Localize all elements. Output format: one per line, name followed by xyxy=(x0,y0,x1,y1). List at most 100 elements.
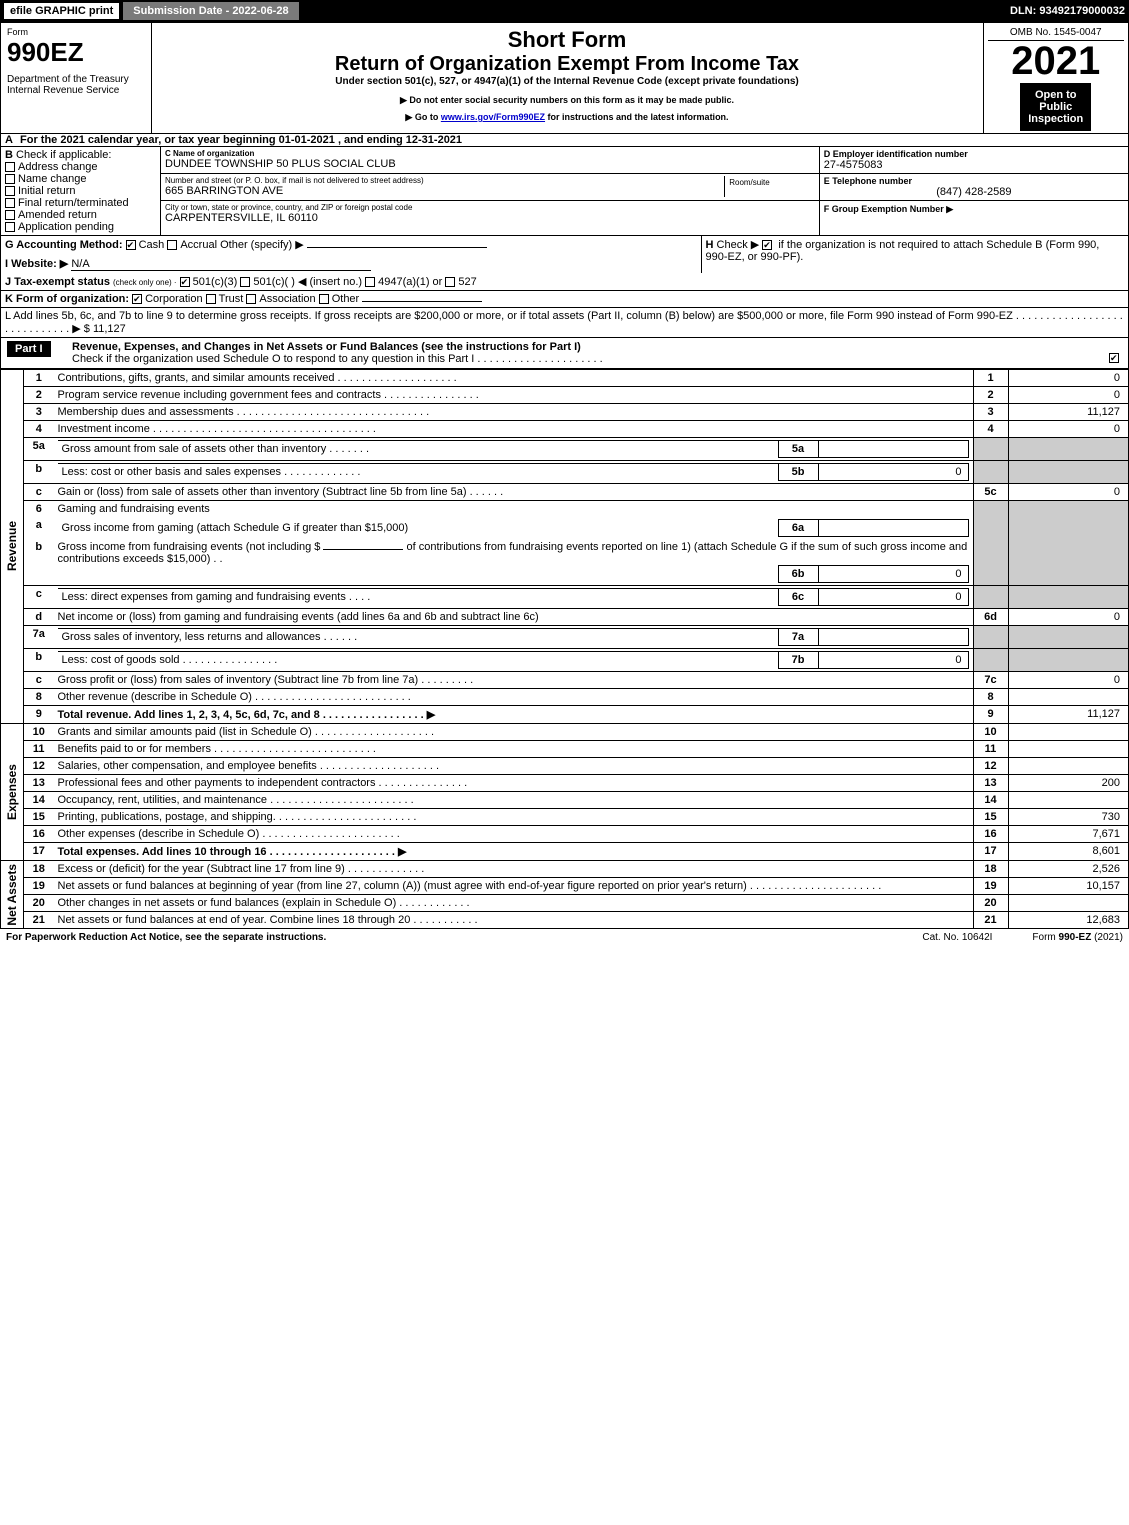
footer-r2: 990-EZ xyxy=(1059,932,1092,943)
ln5c-no: c xyxy=(24,484,54,501)
ln13-no: 13 xyxy=(24,775,54,792)
ln13-amt: 200 xyxy=(1008,775,1128,792)
ln19-box: 19 xyxy=(973,878,1008,895)
ln7a-desc: Gross sales of inventory, less returns a… xyxy=(58,629,779,646)
chk-corp[interactable] xyxy=(132,294,142,304)
ln14-desc: Occupancy, rent, utilities, and maintena… xyxy=(54,792,974,809)
ln11-box: 11 xyxy=(973,741,1008,758)
ln20-amt xyxy=(1008,895,1128,912)
chk-527[interactable] xyxy=(445,277,455,287)
ln6a-no: a xyxy=(24,517,54,539)
under-section: Under section 501(c), 527, or 4947(a)(1)… xyxy=(160,76,975,87)
section-b-to-f: B Check if applicable: Address change Na… xyxy=(1,146,1128,235)
opt-final: Final return/terminated xyxy=(18,197,129,209)
goto-note: ▶ Go to www.irs.gov/Form990EZ for instru… xyxy=(160,112,975,123)
ln6d-desc: Net income or (loss) from gaming and fun… xyxy=(54,609,974,626)
ln11-desc: Benefits paid to or for members . . . . … xyxy=(54,741,974,758)
footer-r1: Form xyxy=(1032,932,1058,943)
ln21-desc: Net assets or fund balances at end of ye… xyxy=(54,912,974,929)
chk-assoc[interactable] xyxy=(246,294,256,304)
dept-treasury: Department of the Treasury xyxy=(7,74,145,85)
ln6d-amt: 0 xyxy=(1008,609,1128,626)
chk-part1[interactable] xyxy=(1109,353,1119,363)
chk-trust[interactable] xyxy=(206,294,216,304)
chk-4947[interactable] xyxy=(365,277,375,287)
ln6a-box-grey xyxy=(973,517,1008,539)
c-name-lbl: C Name of organization xyxy=(165,149,815,158)
short-form-title: Short Form xyxy=(160,27,975,53)
ln4-amt: 0 xyxy=(1008,421,1128,438)
ln20-box: 20 xyxy=(973,895,1008,912)
b-label: Check if applicable: xyxy=(16,149,111,161)
ln15-no: 15 xyxy=(24,809,54,826)
j-o4: 527 xyxy=(458,276,476,288)
city-lbl: City or town, state or province, country… xyxy=(165,203,815,212)
ln18-no: 18 xyxy=(24,861,54,878)
ln8-box: 8 xyxy=(973,689,1008,706)
ln9-amt: 11,127 xyxy=(1008,706,1128,724)
form-container: Form 990EZ Department of the Treasury In… xyxy=(0,22,1129,929)
k-other-field[interactable] xyxy=(362,301,482,302)
chk-final[interactable] xyxy=(5,198,15,208)
chk-pending[interactable] xyxy=(5,222,15,232)
tax-year: 2021 xyxy=(988,41,1125,81)
ln15-desc: Printing, publications, postage, and shi… xyxy=(54,809,974,826)
form-header: Form 990EZ Department of the Treasury In… xyxy=(1,23,1128,133)
chk-name[interactable] xyxy=(5,174,15,184)
chk-other[interactable] xyxy=(319,294,329,304)
ln6b-no: b xyxy=(24,539,54,586)
dept-irs: Internal Revenue Service xyxy=(7,85,145,96)
ln6b-box-grey xyxy=(973,539,1008,586)
ln7a-box-grey xyxy=(973,626,1008,649)
ln7b-amt-grey xyxy=(1008,649,1128,672)
chk-501c[interactable] xyxy=(240,277,250,287)
ln6b-sb: 6b xyxy=(778,566,818,583)
ln2-box: 2 xyxy=(973,387,1008,404)
chk-address[interactable] xyxy=(5,162,15,172)
ln14-amt xyxy=(1008,792,1128,809)
ln7c-desc: Gross profit or (loss) from sales of inv… xyxy=(54,672,974,689)
room-lbl: Room/suite xyxy=(725,176,815,197)
ln1-no: 1 xyxy=(24,370,54,387)
ln3-desc: Membership dues and assessments . . . . … xyxy=(54,404,974,421)
open-l2: Public xyxy=(1028,101,1083,113)
ln4-no: 4 xyxy=(24,421,54,438)
ln11-amt xyxy=(1008,741,1128,758)
irs-link[interactable]: www.irs.gov/Form990EZ xyxy=(441,112,545,122)
part1-lbl: Part I xyxy=(7,341,51,357)
ln10-desc: Grants and similar amounts paid (list in… xyxy=(54,724,974,741)
ln5b-amt-grey xyxy=(1008,461,1128,484)
ln7a-wrap: Gross sales of inventory, less returns a… xyxy=(54,626,974,649)
ln9-no: 9 xyxy=(24,706,54,724)
netassets-label: Net Assets xyxy=(5,864,19,926)
ln2-desc: Program service revenue including govern… xyxy=(54,387,974,404)
ln6c-wrap: Less: direct expenses from gaming and fu… xyxy=(54,586,974,609)
chk-initial[interactable] xyxy=(5,186,15,196)
ln6a-wrap: Gross income from gaming (attach Schedul… xyxy=(54,517,974,539)
open-l1: Open to xyxy=(1028,89,1083,101)
ln5a-desc: Gross amount from sale of assets other t… xyxy=(58,441,779,458)
chk-accrual[interactable] xyxy=(167,240,177,250)
chk-cash[interactable] xyxy=(126,240,136,250)
ssn-note: ▶ Do not enter social security numbers o… xyxy=(160,95,975,106)
ln6b-blank[interactable] xyxy=(323,549,403,550)
lines-table: Revenue 1 Contributions, gifts, grants, … xyxy=(1,369,1128,928)
org-name: DUNDEE TOWNSHIP 50 PLUS SOCIAL CLUB xyxy=(165,158,815,170)
ln6-no: 6 xyxy=(24,501,54,518)
open-inspection: Open to Public Inspection xyxy=(1020,83,1091,131)
chk-h[interactable] xyxy=(762,240,772,250)
ln7b-wrap: Less: cost of goods sold . . . . . . . .… xyxy=(54,649,974,672)
h-lbl: H xyxy=(706,239,714,251)
g-other-field[interactable] xyxy=(307,247,487,248)
ln5a-box-grey xyxy=(973,438,1008,461)
opt-initial: Initial return xyxy=(18,185,75,197)
ln16-desc: Other expenses (describe in Schedule O) … xyxy=(54,826,974,843)
ln7b-sv: 0 xyxy=(818,652,968,669)
street: 665 BARRINGTON AVE xyxy=(165,185,724,197)
chk-501c3[interactable] xyxy=(180,277,190,287)
chk-amended[interactable] xyxy=(5,210,15,220)
website: N/A xyxy=(71,258,371,271)
ln12-no: 12 xyxy=(24,758,54,775)
j-lbl: J Tax-exempt status xyxy=(5,276,110,288)
ln6d-box: 6d xyxy=(973,609,1008,626)
